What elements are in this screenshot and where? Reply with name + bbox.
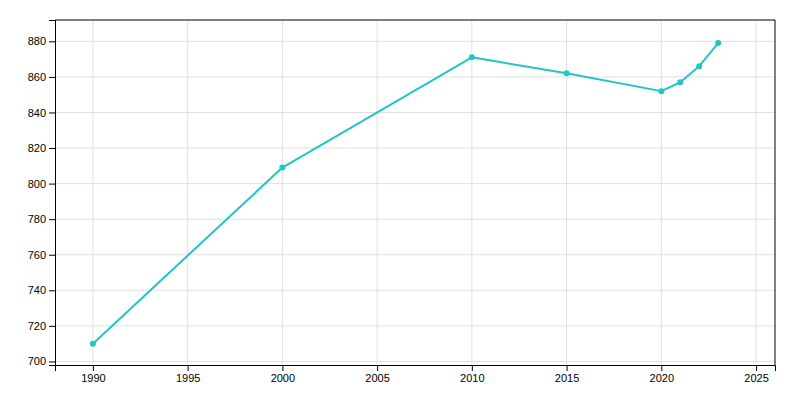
tick-mark (661, 365, 662, 371)
tick: 820 (28, 142, 55, 154)
tick-label: 2020 (650, 372, 674, 384)
tick: 2010 (460, 365, 484, 384)
tick: 1990 (81, 365, 105, 384)
tick-label: 700 (28, 355, 46, 367)
tick: 2015 (555, 365, 579, 384)
tick: 700 (28, 355, 55, 367)
tick-label: 2025 (744, 372, 768, 384)
grid-line (55, 183, 775, 184)
point (715, 40, 721, 46)
axis-line (56, 366, 776, 372)
tick-mark (377, 365, 378, 371)
grid (55, 20, 775, 365)
tick: 740 (28, 284, 55, 296)
point (279, 165, 285, 171)
point (469, 54, 475, 60)
grid-line (756, 20, 757, 365)
line (93, 43, 718, 344)
tick-label: 780 (28, 213, 46, 225)
tick: 840 (28, 106, 55, 118)
grid-line (55, 361, 775, 362)
grid-line (471, 20, 472, 365)
grid-line (187, 20, 188, 365)
tick-mark (49, 184, 55, 185)
tick: 860 (28, 71, 55, 83)
tick: 800 (28, 178, 55, 190)
grid-line (282, 20, 283, 365)
tick-label: 2010 (460, 372, 484, 384)
grid-line (55, 325, 775, 326)
tick-mark (567, 365, 568, 371)
chart: 1990 1995 2000 2005 2010 2015 2020 2025 700 720 74… (0, 0, 800, 400)
tick-label: 840 (28, 106, 46, 118)
grid-line (661, 20, 662, 365)
tick-label: 720 (28, 320, 46, 332)
tick-mark (282, 365, 283, 371)
tick: 760 (28, 249, 55, 261)
tick-label: 2015 (555, 372, 579, 384)
tick-mark (756, 365, 757, 371)
grid-line (55, 254, 775, 255)
tick-label: 740 (28, 284, 46, 296)
tick-label: 800 (28, 178, 46, 190)
tick-label: 760 (28, 249, 46, 261)
tick-mark (49, 326, 55, 327)
point (658, 88, 664, 94)
tick-label: 820 (28, 142, 46, 154)
tick-mark (49, 290, 55, 291)
tick-mark (49, 255, 55, 256)
tick-label: 1990 (81, 372, 105, 384)
grid-line (92, 20, 93, 365)
point (677, 79, 683, 85)
tick: 2020 (650, 365, 674, 384)
tick-mark (472, 365, 473, 371)
plot: 1990 1995 2000 2005 2010 2015 2020 2025 700 720 74… (28, 20, 776, 384)
tick-label: 2005 (365, 372, 389, 384)
point (564, 70, 570, 76)
tick: 880 (28, 35, 55, 47)
x-axis: 1990 1995 2000 2005 2010 2015 2020 2025 (56, 365, 776, 384)
grid-line (55, 76, 775, 77)
tick-label: 2000 (271, 372, 295, 384)
marks (90, 40, 721, 347)
tick: 2025 (744, 365, 768, 384)
grid-line (55, 148, 775, 149)
tick-mark (49, 41, 55, 42)
tick: 2005 (365, 365, 389, 384)
tick-mark (49, 112, 55, 113)
grid-line (55, 112, 775, 113)
axis-line (49, 21, 56, 366)
tick: 780 (28, 213, 55, 225)
tick: 720 (28, 320, 55, 332)
tick-label: 1995 (176, 372, 200, 384)
grid-line (55, 219, 775, 220)
tick: 2000 (271, 365, 295, 384)
point (90, 341, 96, 347)
tick-mark (49, 219, 55, 220)
grid-line (55, 41, 775, 42)
grid-line (55, 290, 775, 291)
y-axis: 700 720 740 760 780 800 820 840 860 880 (28, 21, 56, 368)
tick-mark (188, 365, 189, 371)
tick-mark (49, 361, 55, 362)
grid-line (377, 20, 378, 365)
tick-mark (49, 148, 55, 149)
tick-label: 860 (28, 71, 46, 83)
point (696, 63, 702, 69)
tick-mark (93, 365, 94, 371)
frame (775, 20, 776, 365)
frame (55, 20, 775, 21)
tick-label: 880 (28, 35, 46, 47)
tick: 1995 (176, 365, 200, 384)
tick-mark (49, 77, 55, 78)
